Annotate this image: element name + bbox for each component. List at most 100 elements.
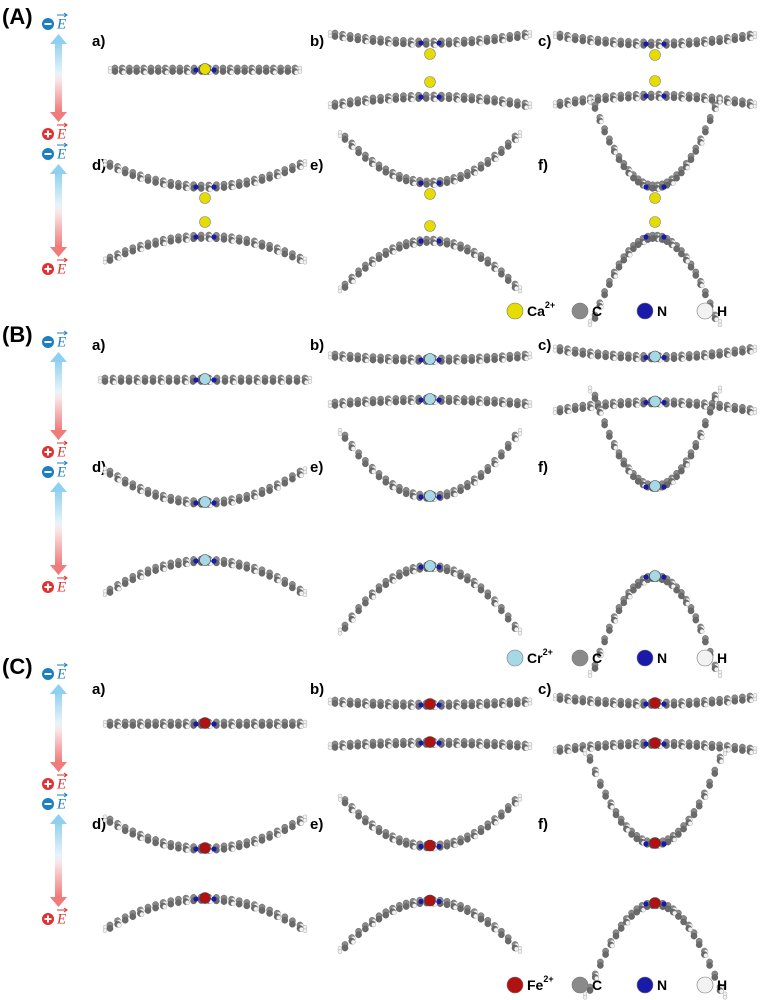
- metal-ion: [199, 373, 211, 385]
- hydrogen-atom: [327, 33, 333, 39]
- hydrogen-atom: [364, 100, 370, 106]
- nitrogen-atom: [211, 67, 217, 73]
- carbon-atom: [402, 569, 410, 577]
- carbon-atom: [355, 149, 362, 157]
- legend-label: C: [592, 650, 602, 666]
- carbon-atom: [346, 401, 354, 408]
- carbon-atom: [690, 811, 698, 819]
- carbon-atom: [579, 351, 587, 358]
- carbon-atom: [670, 701, 678, 709]
- carbon-atom: [731, 697, 739, 705]
- hydrogen-atom: [253, 494, 259, 500]
- hydrogen-atom: [726, 100, 732, 106]
- carbon-atom: [731, 36, 739, 44]
- hydrogen-atom: [514, 138, 519, 143]
- carbon-atom: [289, 823, 296, 831]
- carbon-atom: [392, 741, 400, 749]
- carbon-atom: [602, 951, 609, 958]
- hydrogen-atom: [589, 406, 595, 412]
- hydrogen-atom: [612, 404, 618, 409]
- carbon-atom: [556, 408, 564, 416]
- carbon-atom: [220, 499, 228, 507]
- hydrogen-atom: [391, 837, 397, 843]
- hydrogen-atom: [552, 749, 558, 755]
- hydrogen-atom: [185, 237, 190, 243]
- carbon-atom: [258, 570, 266, 577]
- carbon-atom: [504, 806, 512, 814]
- legend-label: H: [717, 650, 727, 666]
- carbon-atom: [678, 592, 685, 600]
- carbon-atom: [362, 265, 369, 272]
- hydrogen-atom: [162, 724, 168, 729]
- carbon-atom: [121, 827, 129, 835]
- carbon-atom: [634, 582, 642, 589]
- hydrogen-atom: [139, 489, 145, 495]
- carbon-atom: [167, 182, 175, 189]
- carbon-atom: [464, 172, 471, 180]
- hydrogen-atom: [253, 906, 259, 912]
- hydrogen-atom: [612, 702, 618, 708]
- carbon-atom: [241, 68, 248, 75]
- nitrogen-atom: [643, 484, 649, 490]
- carbon-atom: [601, 638, 608, 646]
- hydrogen-atom: [613, 274, 619, 279]
- carbon-atom: [147, 68, 155, 75]
- carbon-atom: [443, 492, 451, 500]
- nitrogen-atom: [436, 494, 442, 500]
- carbon-atom: [663, 238, 671, 245]
- carbon-atom: [341, 799, 349, 807]
- hydrogen-atom: [371, 594, 377, 600]
- carbon-atom: [594, 39, 602, 46]
- carbon-atom: [375, 828, 383, 836]
- legend-text: N: [657, 303, 667, 319]
- carbon-atom: [354, 99, 362, 107]
- field-symbol: E: [56, 146, 66, 162]
- carbon-atom: [617, 41, 625, 48]
- legend-swatch: [506, 302, 524, 320]
- carbon-atom: [234, 68, 241, 75]
- carbon-atom: [243, 565, 251, 572]
- carbon-atom: [400, 95, 407, 103]
- carbon-atom: [687, 452, 695, 460]
- hydrogen-atom: [714, 397, 719, 402]
- hydrogen-atom: [162, 241, 168, 247]
- carbon-atom: [594, 700, 602, 707]
- legend-text: N: [657, 977, 667, 993]
- carbon-atom: [175, 561, 182, 569]
- hydrogen-atom: [589, 701, 595, 707]
- carbon-atom: [457, 175, 464, 182]
- hydrogen-atom: [627, 594, 633, 600]
- carbon-atom: [443, 240, 451, 248]
- nitrogen-atom: [418, 238, 424, 244]
- carbon-atom: [220, 184, 228, 191]
- carbon-atom: [392, 357, 400, 365]
- carbon-atom: [591, 395, 599, 402]
- carbon-atom: [144, 490, 152, 498]
- hydrogen-atom: [410, 97, 415, 103]
- hydrogen-atom: [412, 903, 417, 909]
- legend-text: N: [657, 650, 667, 666]
- carbon-atom: [129, 831, 137, 838]
- metal-ion: [424, 393, 436, 405]
- hydrogen-atom: [142, 70, 148, 75]
- legend-label: Cr2+: [527, 647, 553, 665]
- hydrogen-atom: [527, 701, 533, 706]
- carbon-atom: [685, 354, 693, 362]
- hydrogen-atom: [116, 255, 122, 261]
- hydrogen-atom: [116, 477, 122, 483]
- carbon-atom: [106, 163, 114, 170]
- carbon-atom: [601, 291, 608, 299]
- carbon-atom: [685, 701, 693, 709]
- hydrogen-atom: [478, 401, 484, 406]
- carbon-atom: [396, 905, 403, 913]
- carbon-atom: [670, 401, 678, 408]
- field-symbol: E: [56, 444, 66, 460]
- hydrogen-atom: [473, 834, 479, 840]
- carbon-atom: [281, 916, 289, 924]
- carbon-atom: [706, 962, 713, 969]
- carbon-atom: [255, 68, 263, 75]
- hydrogen-atom: [341, 403, 347, 409]
- nitrogen-atom: [661, 184, 667, 190]
- legend-swatch: [506, 649, 524, 667]
- field-symbol: E: [56, 16, 66, 32]
